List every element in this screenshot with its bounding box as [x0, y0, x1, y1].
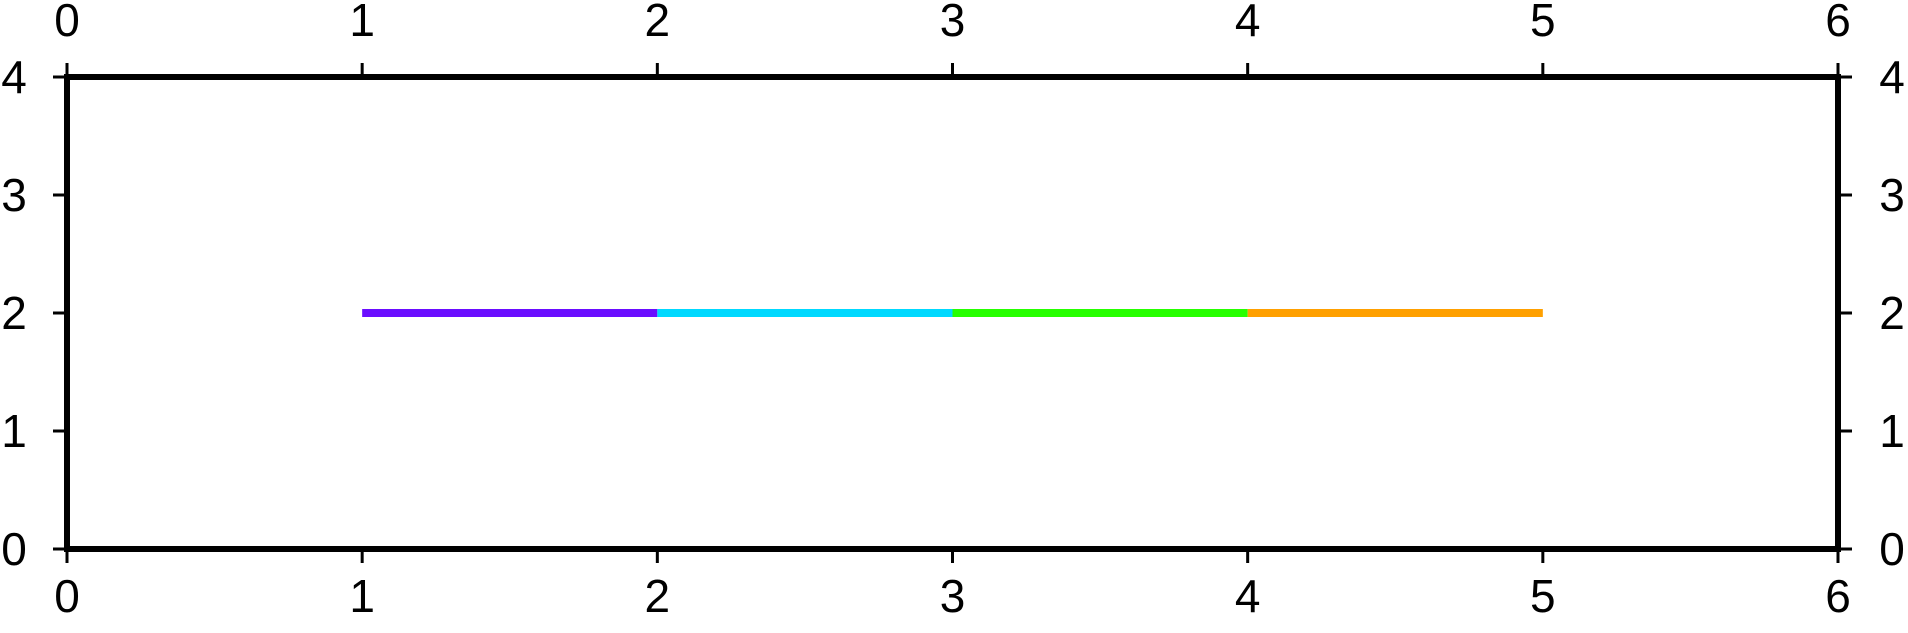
y-tick-label-left: 4	[1, 51, 27, 103]
x-tick-label-bottom: 6	[1825, 570, 1851, 622]
x-tick-label-top: 5	[1530, 0, 1556, 46]
x-tick-label-bottom: 0	[54, 570, 80, 622]
y-tick-label-right: 0	[1879, 523, 1905, 575]
x-tick-label-bottom: 5	[1530, 570, 1556, 622]
x-tick-label-bottom: 2	[645, 570, 671, 622]
x-tick-label-top: 3	[940, 0, 966, 46]
x-tick-label-top: 4	[1235, 0, 1261, 46]
x-tick-label-top: 6	[1825, 0, 1851, 46]
y-tick-label-right: 4	[1879, 51, 1905, 103]
y-tick-label-left: 2	[1, 287, 27, 339]
y-tick-label-right: 3	[1879, 169, 1905, 221]
y-tick-label-right: 1	[1879, 405, 1905, 457]
x-tick-label-top: 2	[645, 0, 671, 46]
y-tick-label-left: 3	[1, 169, 27, 221]
y-tick-label-left: 0	[1, 523, 27, 575]
x-tick-label-bottom: 1	[349, 570, 375, 622]
x-tick-label-top: 1	[349, 0, 375, 46]
x-tick-label-bottom: 3	[940, 570, 966, 622]
x-tick-label-top: 0	[54, 0, 80, 46]
x-tick-label-bottom: 4	[1235, 570, 1261, 622]
plot-frame	[64, 74, 1841, 552]
y-tick-label-left: 1	[1, 405, 27, 457]
y-tick-label-right: 2	[1879, 287, 1905, 339]
